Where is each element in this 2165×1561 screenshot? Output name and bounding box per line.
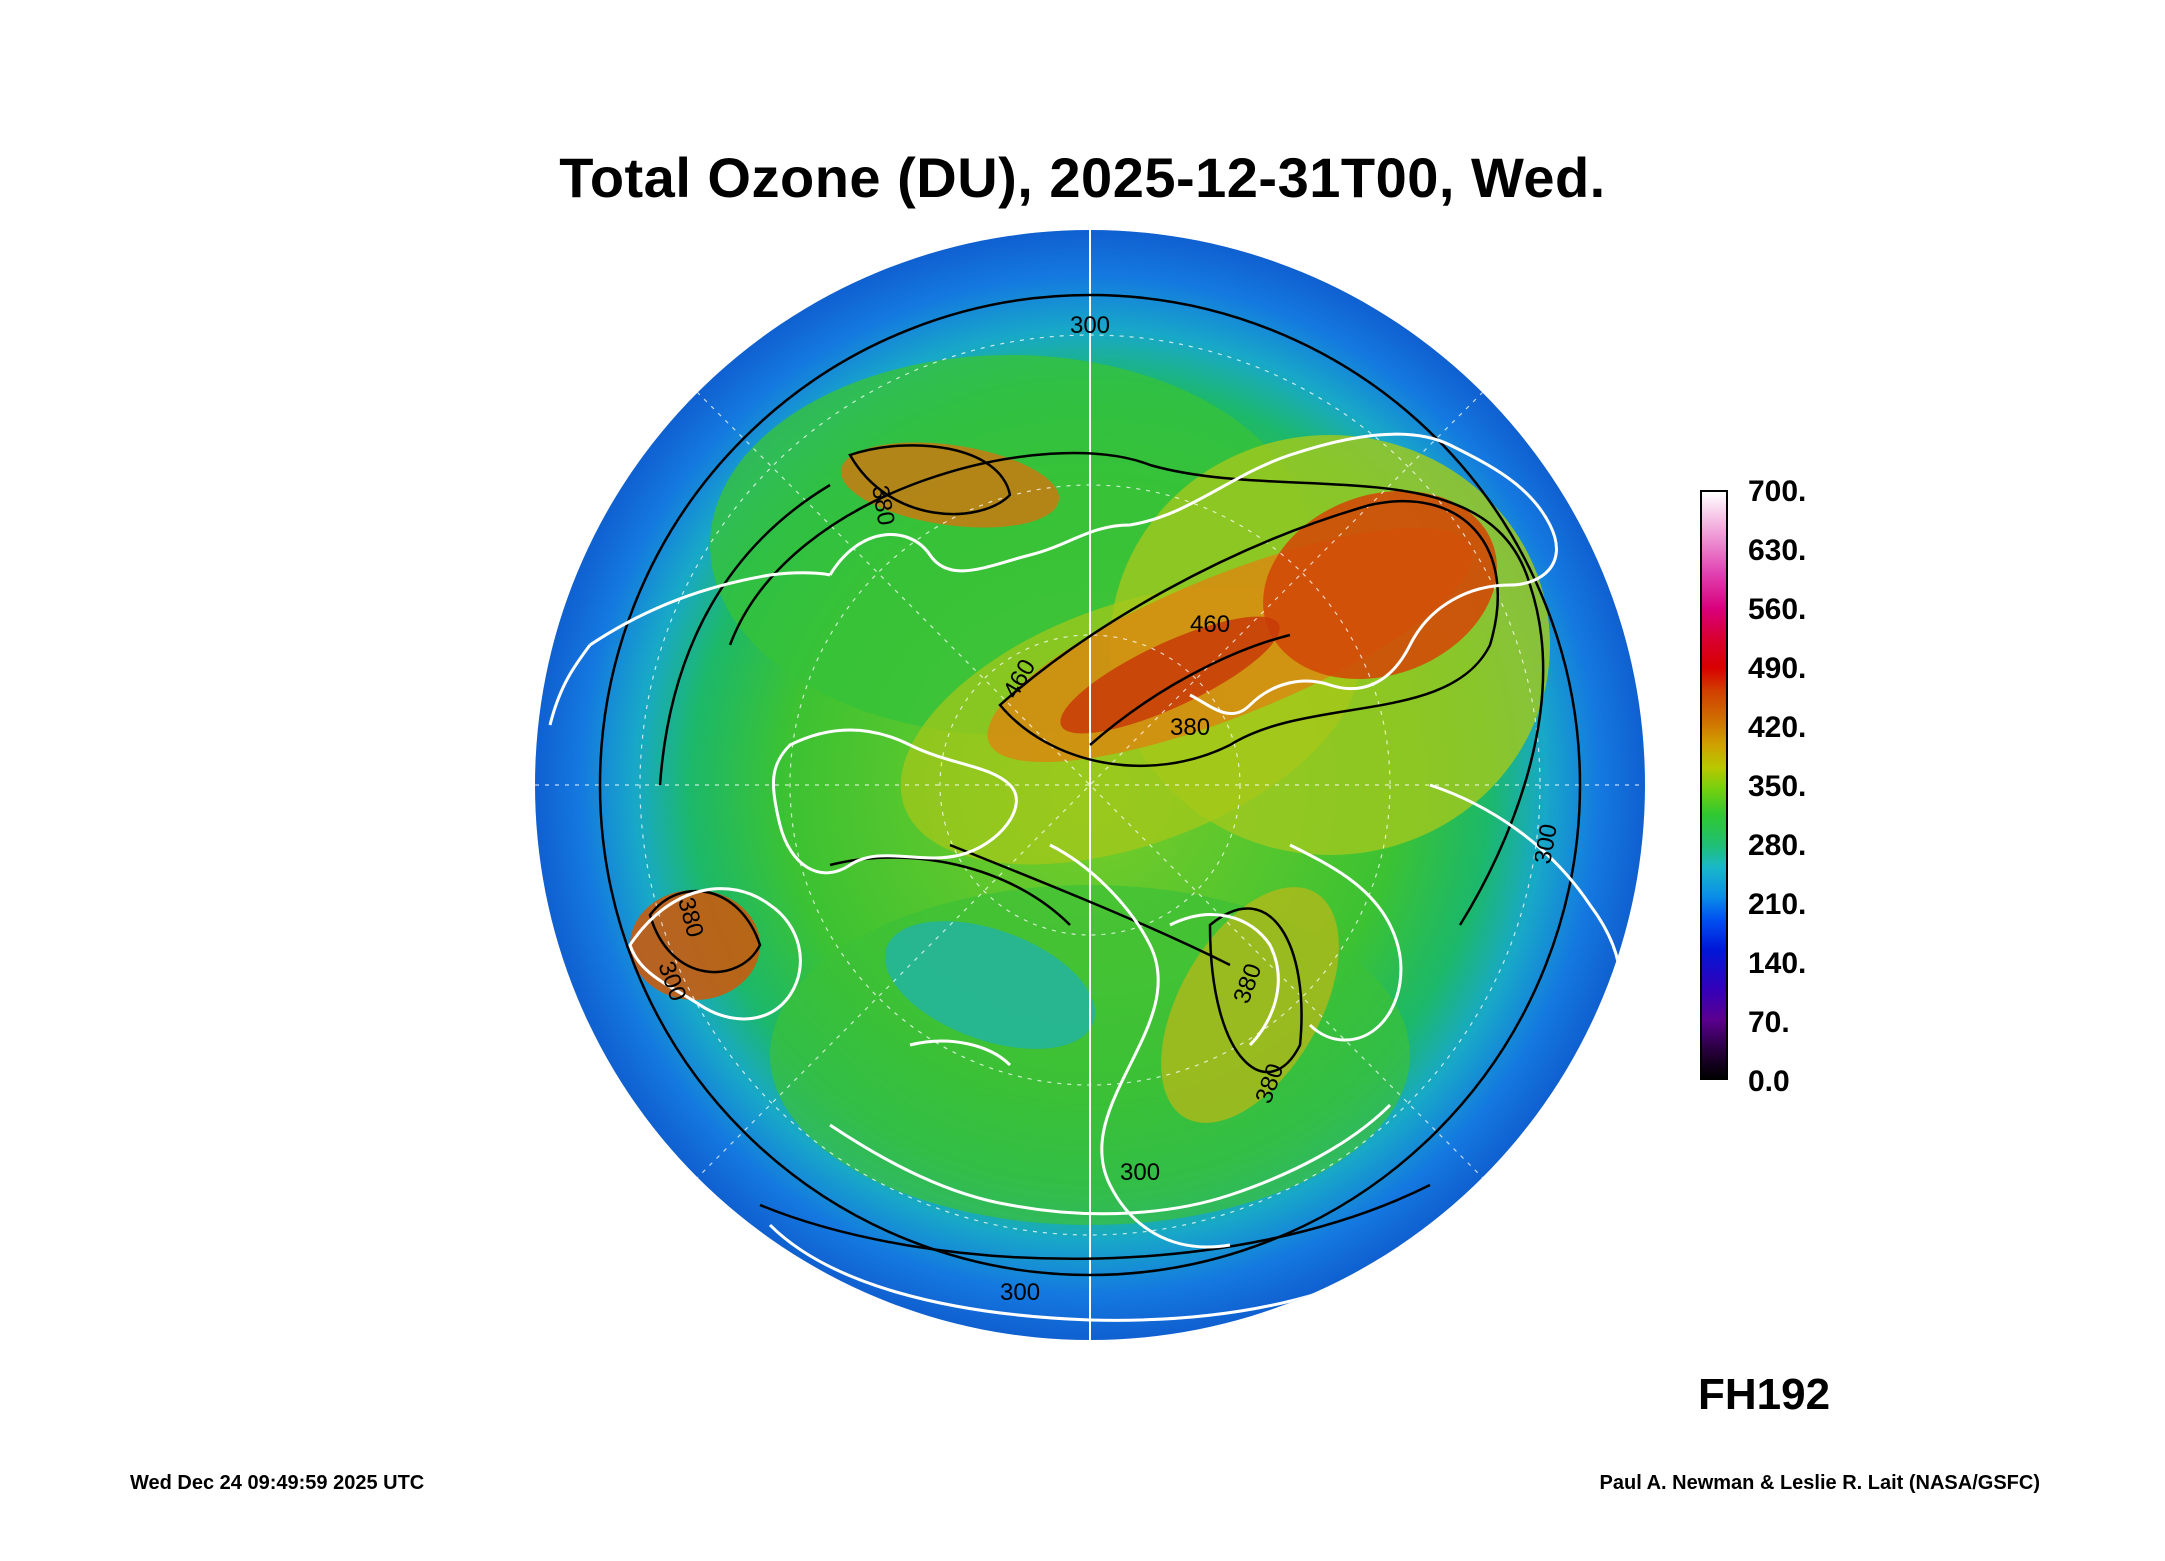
colorbar-tick-label: 280. (1748, 829, 1807, 862)
colorbar-tick-label: 630. (1748, 534, 1807, 567)
credit-line: Paul A. Newman & Leslie R. Lait (NASA/GS… (1599, 1472, 2040, 1494)
colorbar (1700, 490, 1728, 1080)
colorbar-tick-label: 350. (1748, 770, 1807, 803)
contour-label: 300 (1070, 312, 1110, 339)
colorbar-tick-label: 70. (1748, 1006, 1790, 1039)
colorbar-tick-label: 210. (1748, 888, 1807, 921)
generation-timestamp: Wed Dec 24 09:49:59 2025 UTC (130, 1472, 425, 1494)
polar-projection: 300 380 460 460 380 300 300 380 380 300 … (535, 230, 1645, 1340)
ozone-region-red-east (1263, 490, 1497, 680)
colorbar-tick-label: 0.0 (1748, 1065, 1790, 1098)
contour-lines (598, 293, 1582, 1277)
contour-label: 300 (1120, 1159, 1160, 1186)
forecast-hour-label: FH192 (1698, 1370, 1831, 1419)
map-title: Total Ozone (DU), 2025-12-31T00, Wed. (559, 146, 1606, 209)
colorbar-tick-label: 700. (1748, 475, 1807, 508)
contour-label: 300 (1000, 1279, 1040, 1306)
contour-label: 460 (1190, 611, 1230, 638)
colorbar-tick-label: 560. (1748, 593, 1807, 626)
ozone-region-orange-west (630, 890, 760, 1000)
ozone-region-cyan-center (884, 921, 1096, 1049)
ozone-region-orange-north (840, 442, 1060, 528)
colorbar-tick-label: 140. (1748, 947, 1807, 980)
colorbar-tick-label: 420. (1748, 711, 1807, 744)
ozone-map: 300 380 460 460 380 300 300 380 380 300 … (530, 225, 1650, 1345)
ozone-region-yellow-south (1161, 887, 1339, 1123)
contour-label: 380 (1170, 714, 1210, 741)
colorbar-tick-label: 490. (1748, 652, 1807, 685)
ozone-region-red-core (1060, 616, 1280, 734)
